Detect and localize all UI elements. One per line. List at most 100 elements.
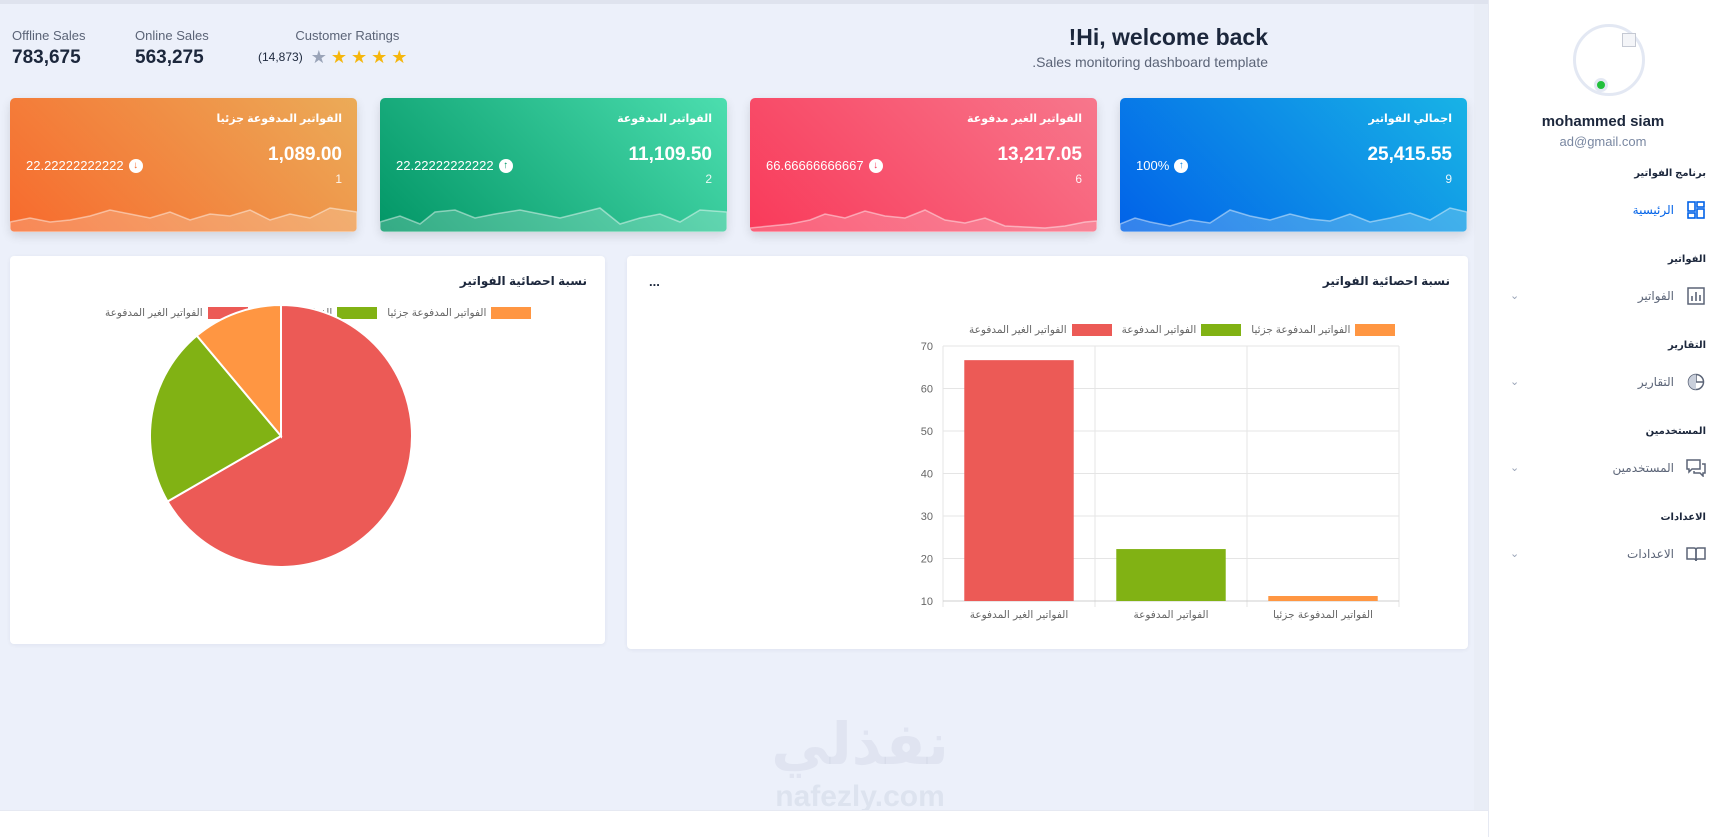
panel-title: نسبة احصائية الفواتير	[459, 274, 587, 288]
card-amount: 25,415.55	[1367, 144, 1452, 165]
sidebar-item-label: المستخدمين	[1612, 461, 1674, 475]
chevron-down-icon: ⌄	[1510, 462, 1520, 474]
sidebar-item-home[interactable]: الرئيسية	[1506, 197, 1706, 223]
sidebar-item-label: الاعدادات	[1627, 547, 1674, 561]
pie-slice	[195, 303, 282, 439]
card-percent: 100% ↑	[1136, 158, 1189, 173]
watermark-latin: nafezly.com	[775, 780, 945, 813]
welcome-title: !Hi, welcome back	[1068, 24, 1268, 50]
legend-item[interactable]: الفواتير الغير المدفوعة	[969, 324, 1112, 336]
online-sales-value: 563,275	[135, 47, 204, 68]
legend-swatch	[1355, 324, 1396, 336]
welcome-block: !Hi, welcome back .Sales monitoring dash…	[1032, 24, 1268, 70]
y-tick-label: 30	[921, 511, 933, 523]
star-icon: ★	[310, 47, 327, 67]
y-tick-label: 60	[921, 384, 933, 396]
sidebar-item-label: الفواتير	[1637, 289, 1674, 303]
y-tick-label: 50	[921, 426, 933, 438]
unpaid-invoices-card[interactable]: الفواتير الغير مدفوعة 13,217.05 6 66.666…	[750, 98, 1097, 232]
x-tick-label: الفواتير المدفوعة	[1133, 609, 1208, 621]
legend-label: الفواتير الغير المدفوعة	[969, 324, 1067, 336]
sidebar-item-label: الرئيسية	[1632, 203, 1674, 217]
sidebar-item-label: التقارير	[1637, 375, 1674, 389]
legend-swatch	[1201, 324, 1242, 336]
main-content: Offline Sales 783,675 Online Sales 563,2…	[0, 0, 1488, 813]
user-name: mohammed siam	[1541, 113, 1665, 130]
bar-legend: الفواتير المدفوعة جزئيا الفواتير المدفوع…	[969, 324, 1396, 336]
sidebar-item-reports[interactable]: ⌄ التقارير	[1506, 369, 1706, 395]
scroll-gutter	[1474, 4, 1488, 810]
card-percent-value: 22.22222222222	[396, 158, 494, 173]
offline-sales-value: 783,675	[12, 47, 81, 68]
arrow-down-icon: ↓	[868, 158, 883, 173]
welcome-subtitle: .Sales monitoring dashboard template	[1032, 54, 1268, 70]
top-border	[0, 0, 1488, 4]
card-title: الفواتير المدفوعة	[617, 113, 712, 125]
panel-title: نسبة احصائية الفواتير	[1322, 274, 1450, 288]
card-title: اجمالي الفواتير	[1368, 113, 1452, 125]
card-sparkline	[10, 207, 357, 232]
card-count: 6	[1075, 172, 1082, 186]
x-tick-label: الفواتير الغير المدفوعة	[970, 609, 1069, 621]
user-avatar[interactable]	[1573, 24, 1645, 96]
chevron-down-icon: ⌄	[1510, 290, 1520, 302]
legend-label: الفواتير المدفوعة جزئيا	[1251, 324, 1351, 336]
legend-item[interactable]: الفواتير المدفوعة	[1122, 324, 1242, 336]
partially-paid-invoices-card[interactable]: الفواتير المدفوعة جزئيا 1,089.00 1 22.22…	[10, 98, 357, 232]
star-icon: ★	[371, 47, 388, 67]
x-tick-label: الفواتير المدفوعة جزئيا	[1273, 609, 1373, 621]
legend-label: الفواتير المدفوعة	[1121, 324, 1197, 336]
legend-label: الفواتير المدفوعة جزئيا	[387, 307, 487, 319]
section-heading-users: المستخدمين	[1645, 426, 1706, 437]
bar	[964, 360, 1074, 601]
chat-icon	[1686, 458, 1706, 478]
total-invoices-card[interactable]: اجمالي الفواتير 25,415.55 9 100% ↑	[1120, 98, 1467, 232]
offline-sales-stat: Offline Sales 783,675	[12, 28, 85, 69]
arrow-up-icon: ↑	[1174, 158, 1189, 173]
bar	[1116, 549, 1226, 601]
paid-invoices-card[interactable]: الفواتير المدفوعة 11,109.50 2 22.2222222…	[380, 98, 727, 232]
card-title: الفواتير المدفوعة جزئيا	[216, 113, 343, 125]
customer-ratings: Customer Ratings (14,873) ★ ★ ★ ★ ★	[258, 28, 407, 67]
section-heading-settings: الاعدادات	[1660, 512, 1706, 523]
card-percent-value: 66.66666666667	[766, 158, 864, 173]
card-percent-value: 100%	[1136, 158, 1170, 173]
dashboard-icon	[1686, 200, 1706, 220]
bar-chart: 10 20 30 40 50 60 70 الفواتير الغير المدفوعة الف…	[921, 341, 1400, 621]
card-amount: 1,089.00	[268, 144, 342, 165]
card-percent: 22.22222222222 ↑	[396, 158, 513, 173]
card-percent-value: 22.22222222222	[26, 158, 124, 173]
card-sparkline	[380, 207, 727, 232]
online-status-icon	[1594, 78, 1608, 92]
chevron-down-icon: ⌄	[1510, 376, 1520, 388]
pie-chart-panel: نسبة احصائية الفواتير الفواتير المدفوعة …	[10, 256, 605, 644]
legend-swatch	[337, 307, 378, 319]
section-heading-invoices: الفواتير	[1667, 254, 1706, 265]
card-amount: 11,109.50	[628, 144, 712, 165]
card-count: 9	[1445, 172, 1452, 186]
section-heading-reports: التقارير	[1668, 340, 1706, 351]
user-email: ad@gmail.com	[1559, 134, 1647, 149]
legend-label: الفواتير الغير المدفوعة	[105, 307, 203, 319]
bar-chart-icon	[1686, 286, 1706, 306]
sidebar-item-users[interactable]: ⌄ المستخدمين	[1506, 455, 1706, 481]
legend-item[interactable]: الفواتير المدفوعة جزئيا	[1251, 324, 1396, 336]
legend-item[interactable]: الفواتير المدفوعة جزئيا	[387, 307, 532, 319]
offline-sales-label: Offline Sales	[12, 28, 86, 43]
legend-swatch	[491, 307, 532, 319]
sidebar-item-settings[interactable]: ⌄ الاعدادات	[1506, 541, 1706, 567]
footer-band	[0, 810, 1488, 837]
arrow-down-icon: ↓	[128, 158, 143, 173]
panel-menu-button[interactable]: ...	[649, 274, 660, 289]
y-tick-label: 20	[921, 554, 933, 566]
pie-slice	[166, 303, 413, 568]
card-sparkline	[750, 209, 1097, 232]
book-icon	[1686, 544, 1706, 564]
sidebar-item-invoices[interactable]: ⌄ الفواتير	[1506, 283, 1706, 309]
y-tick-label: 10	[921, 596, 933, 608]
online-sales-label: Online Sales	[135, 28, 209, 43]
card-sparkline	[1120, 207, 1467, 232]
card-count: 1	[335, 172, 342, 186]
watermark-arabic: نفذلي	[771, 712, 949, 777]
card-amount: 13,217.05	[997, 144, 1082, 165]
